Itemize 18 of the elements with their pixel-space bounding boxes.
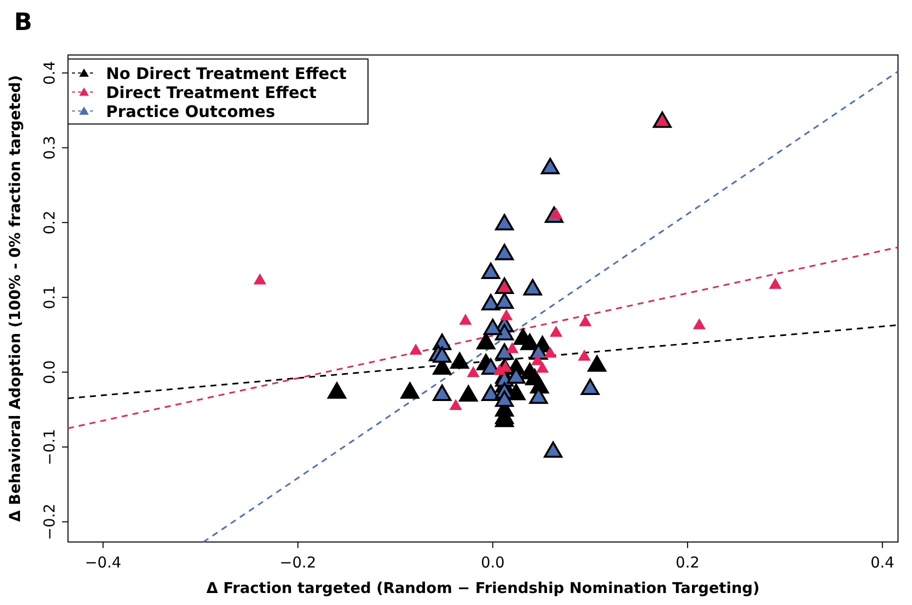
y-tick-label: 0.2 [40, 210, 58, 234]
legend-label: Practice Outcomes [106, 102, 276, 121]
y-tick-label: 0.1 [40, 285, 58, 310]
legend-label: Direct Treatment Effect [106, 83, 317, 102]
x-tick-label: 0.4 [870, 554, 894, 572]
y-axis-title: Δ Behavioral Adoption (100% - 0% fraction targeted) [6, 75, 24, 522]
x-tick-label: 0.0 [480, 554, 505, 572]
x-axis-title: Δ Fraction targeted (Random − Friendship Nomination Targeting) [206, 579, 760, 597]
y-tick-label: 0.0 [40, 360, 58, 384]
y-tick-label: −0.1 [40, 428, 58, 466]
y-tick-label: 0.3 [40, 136, 58, 160]
x-tick-label: 0.2 [676, 554, 700, 572]
legend-label: No Direct Treatment Effect [106, 64, 347, 83]
chart-title: B [14, 8, 32, 36]
y-tick-label: 0.4 [40, 61, 58, 85]
y-tick-label: −0.2 [40, 504, 58, 540]
x-tick-label: −0.4 [84, 554, 122, 572]
x-tick-label: −0.2 [280, 554, 316, 572]
